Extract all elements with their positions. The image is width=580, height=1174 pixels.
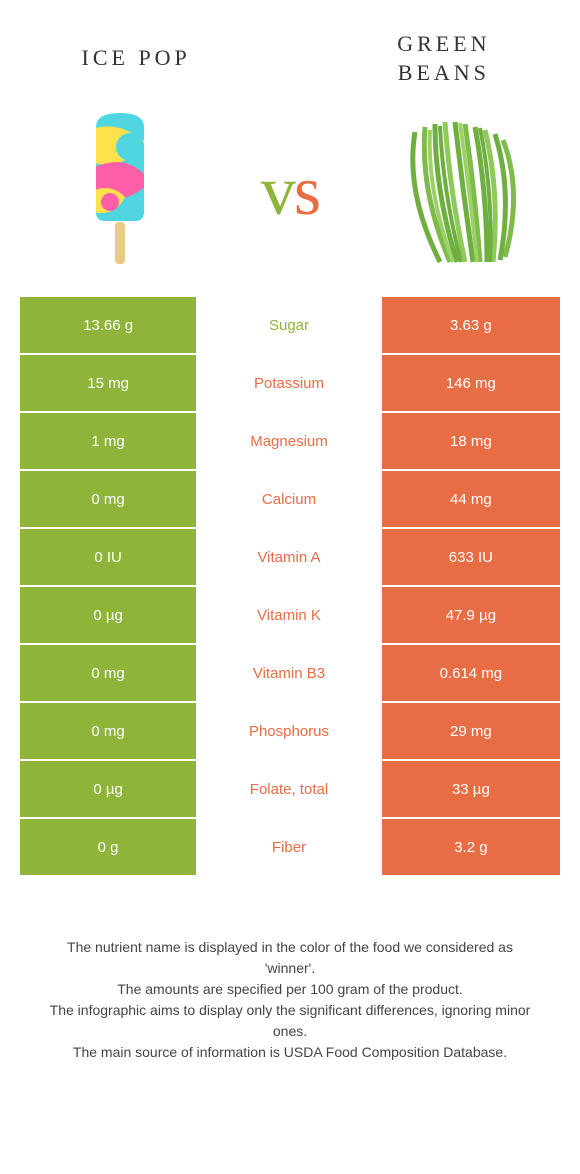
table-row: 0 gFiber3.2 g xyxy=(20,819,560,877)
right-value: 633 IU xyxy=(382,529,560,585)
table-row: 1 mgMagnesium18 mg xyxy=(20,413,560,471)
left-value: 13.66 g xyxy=(20,297,198,353)
footer-notes: The nutrient name is displayed in the co… xyxy=(0,877,580,1063)
right-food-title: Green Beans xyxy=(348,30,540,87)
nutrient-label: Vitamin K xyxy=(198,587,382,643)
table-row: 15 mgPotassium146 mg xyxy=(20,355,560,413)
right-value: 3.63 g xyxy=(382,297,560,353)
left-value: 0 µg xyxy=(20,587,198,643)
left-value: 0 µg xyxy=(20,761,198,817)
vs-label: vs xyxy=(261,152,319,232)
footer-line-1: The nutrient name is displayed in the co… xyxy=(40,937,540,979)
ice-pop-icon xyxy=(40,107,200,277)
images-row: vs xyxy=(0,97,580,297)
nutrient-label: Sugar xyxy=(198,297,382,353)
nutrient-label: Calcium xyxy=(198,471,382,527)
right-value: 33 µg xyxy=(382,761,560,817)
right-value: 47.9 µg xyxy=(382,587,560,643)
table-row: 0 mgCalcium44 mg xyxy=(20,471,560,529)
table-row: 0 mgPhosphorus29 mg xyxy=(20,703,560,761)
right-value: 18 mg xyxy=(382,413,560,469)
right-value: 0.614 mg xyxy=(382,645,560,701)
left-value: 0 mg xyxy=(20,703,198,759)
footer-line-3: The infographic aims to display only the… xyxy=(40,1000,540,1042)
right-value: 146 mg xyxy=(382,355,560,411)
left-food-title: Ice pop xyxy=(40,44,232,73)
table-row: 0 µgFolate, total33 µg xyxy=(20,761,560,819)
nutrient-label: Potassium xyxy=(198,355,382,411)
table-row: 0 mgVitamin B30.614 mg xyxy=(20,645,560,703)
nutrient-label: Phosphorus xyxy=(198,703,382,759)
left-value: 0 IU xyxy=(20,529,198,585)
vs-s: s xyxy=(294,153,319,230)
nutrient-label: Vitamin B3 xyxy=(198,645,382,701)
nutrient-label: Folate, total xyxy=(198,761,382,817)
nutrient-label: Magnesium xyxy=(198,413,382,469)
nutrient-label: Fiber xyxy=(198,819,382,875)
left-value: 15 mg xyxy=(20,355,198,411)
right-value: 44 mg xyxy=(382,471,560,527)
vs-v: v xyxy=(261,153,294,230)
left-value: 0 mg xyxy=(20,471,198,527)
footer-line-2: The amounts are specified per 100 gram o… xyxy=(40,979,540,1000)
nutrient-label: Vitamin A xyxy=(198,529,382,585)
green-beans-icon xyxy=(380,107,540,277)
table-row: 0 µgVitamin K47.9 µg xyxy=(20,587,560,645)
header-row: Ice pop Green Beans xyxy=(0,0,580,97)
left-value: 1 mg xyxy=(20,413,198,469)
left-value: 0 g xyxy=(20,819,198,875)
footer-line-4: The main source of information is USDA F… xyxy=(40,1042,540,1063)
table-row: 13.66 gSugar3.63 g xyxy=(20,297,560,355)
right-value: 3.2 g xyxy=(382,819,560,875)
left-value: 0 mg xyxy=(20,645,198,701)
comparison-table: 13.66 gSugar3.63 g15 mgPotassium146 mg1 … xyxy=(20,297,560,877)
right-value: 29 mg xyxy=(382,703,560,759)
table-row: 0 IUVitamin A633 IU xyxy=(20,529,560,587)
